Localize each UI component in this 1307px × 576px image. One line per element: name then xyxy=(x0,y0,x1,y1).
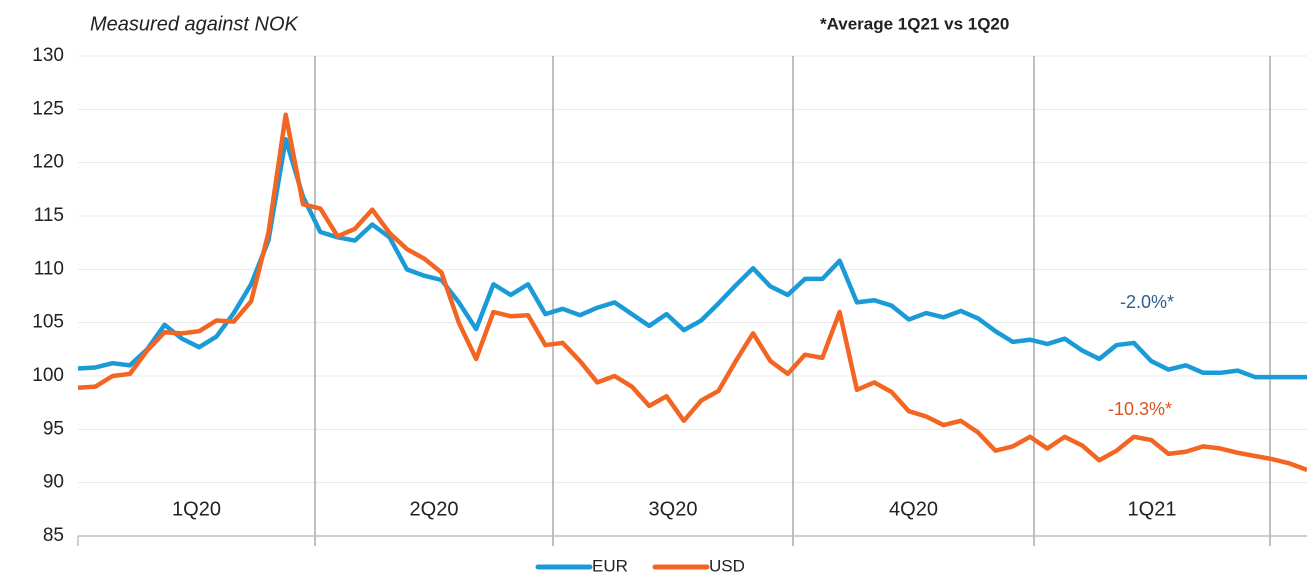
period-label: 1Q20 xyxy=(172,498,221,520)
period-label: 3Q20 xyxy=(649,498,698,520)
series-line xyxy=(77,136,1307,380)
chart-note: *Average 1Q21 vs 1Q20 xyxy=(820,14,1009,33)
y-tick-label: 110 xyxy=(34,258,64,279)
annotation: -2.0%* xyxy=(1120,292,1174,312)
annotation: -10.3%* xyxy=(1108,399,1172,419)
y-tick-label: 130 xyxy=(32,45,64,66)
chart-title: Measured against NOK xyxy=(90,13,300,35)
legend-label: EUR xyxy=(592,556,628,575)
period-label: 4Q20 xyxy=(889,498,938,520)
y-tick-label: 95 xyxy=(43,418,64,439)
y-tick-label: 120 xyxy=(32,152,64,173)
period-label: 2Q20 xyxy=(410,498,459,520)
legend-label: USD xyxy=(709,556,745,575)
y-tick-label: 100 xyxy=(32,365,64,386)
series-line xyxy=(77,112,1307,472)
y-tick-label: 105 xyxy=(32,312,64,333)
y-tick-label: 125 xyxy=(32,98,64,119)
y-tick-label: 90 xyxy=(43,472,64,493)
y-tick-label: 115 xyxy=(34,205,64,226)
y-tick-label: 85 xyxy=(43,525,64,546)
period-label: 1Q21 xyxy=(1128,498,1177,520)
